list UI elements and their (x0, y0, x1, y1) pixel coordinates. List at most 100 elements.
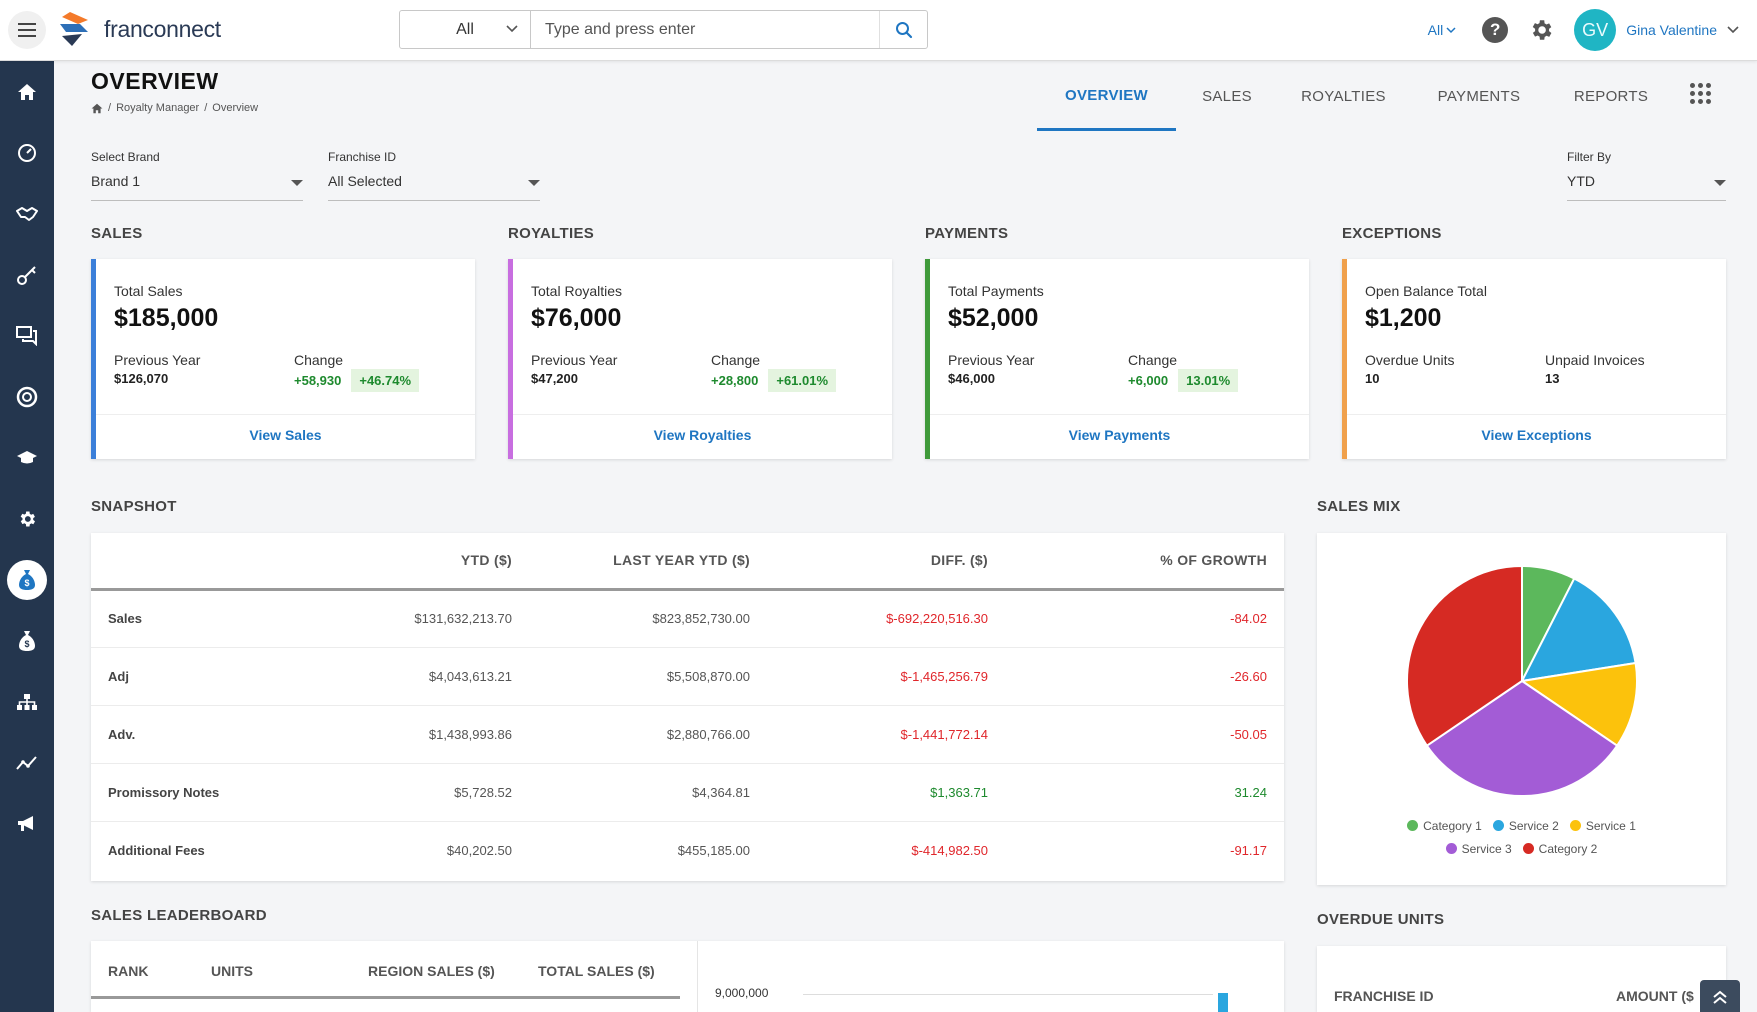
column-header[interactable]: RANK (108, 963, 149, 979)
svg-text:$: $ (24, 578, 29, 588)
column-header[interactable]: AMOUNT ($ (1616, 988, 1694, 1004)
section-title-royalties: ROYALTIES (508, 225, 595, 242)
last-year-cell: $5,508,870.00 (529, 647, 767, 706)
pie-slice-category-2[interactable] (1406, 564, 1523, 748)
kpi-card-royalties: Total Royalties $76,000 Previous Year $4… (508, 259, 892, 459)
kpi-label: Total Royalties (531, 283, 623, 299)
pie-slice-service-3[interactable] (1425, 679, 1619, 797)
sidebar-item-marketing[interactable] (0, 799, 54, 849)
column-header[interactable]: DIFF. ($) (767, 533, 1005, 591)
kpi-card-exceptions: Open Balance Total $1,200 Overdue Units … (1342, 259, 1726, 459)
column-header[interactable]: REGION SALES ($) (368, 963, 495, 979)
kpi-sub-label: Unpaid Invoices (1545, 352, 1645, 368)
column-header[interactable]: % OF GROWTH (1005, 533, 1284, 591)
period-select[interactable]: YTD (1567, 173, 1726, 201)
table-row: Adv. $1,438,993.86 $2,880,766.00 $-1,441… (91, 705, 1284, 764)
brand-select[interactable]: Brand 1 (91, 173, 303, 201)
brand-select-value: Brand 1 (91, 173, 141, 189)
period-select-value: YTD (1567, 173, 1595, 189)
legend-item[interactable]: Service 1 (1569, 819, 1636, 833)
sidebar-item-deals[interactable] (0, 189, 54, 239)
search-input[interactable] (531, 11, 879, 48)
kpi-sub-value: 13 (1545, 371, 1560, 386)
column-header (91, 533, 291, 591)
legend-dot-icon (1492, 820, 1504, 831)
tab-reports[interactable]: REPORTS (1573, 88, 1649, 105)
snapshot-panel: YTD ($) LAST YEAR YTD ($) DIFF. ($) % OF… (91, 533, 1284, 881)
tab-overview[interactable]: OVERVIEW (1037, 62, 1176, 131)
chevron-down-icon[interactable] (1727, 26, 1739, 34)
sidebar-item-messages[interactable] (0, 311, 54, 361)
scope-dropdown[interactable]: All (1428, 22, 1457, 38)
gridline (803, 994, 1213, 995)
column-header[interactable]: FRANCHISE ID (1334, 988, 1434, 1004)
sidebar-item-royalty[interactable]: $ (0, 555, 54, 605)
pie-slice-service-2[interactable] (1520, 577, 1637, 683)
tab-royalties[interactable]: ROYALTIES (1301, 88, 1386, 105)
legend-item[interactable]: Service 3 (1445, 842, 1512, 856)
logo[interactable]: franconnect (58, 10, 221, 48)
kpi-sub-label: Previous Year (531, 352, 618, 368)
kpi-sub-value: 10 (1365, 371, 1380, 386)
tab-payments[interactable]: PAYMENTS (1437, 88, 1521, 105)
legend-dot-icon (1522, 843, 1534, 854)
diff-cell: $-692,220,516.30 (767, 589, 1005, 648)
search-button[interactable] (879, 11, 927, 48)
growth-cell: -91.17 (1230, 842, 1267, 858)
leaderboard-bar[interactable] (1218, 993, 1228, 1012)
sidebar-item-dashboard[interactable] (0, 128, 54, 178)
search-scope-select[interactable]: All (400, 11, 531, 48)
sidebar-item-training[interactable] (0, 433, 54, 483)
column-header[interactable]: YTD ($) (291, 533, 529, 591)
home-icon[interactable] (91, 103, 103, 114)
money-bag-icon: $ (19, 570, 35, 590)
speedometer-icon (18, 144, 36, 162)
view-royalties-link[interactable]: View Royalties (653, 427, 752, 443)
sidebar-item-keys[interactable] (0, 250, 54, 300)
brand-filter: Select Brand Brand 1 (91, 150, 303, 201)
view-exceptions-link[interactable]: View Exceptions (1481, 427, 1592, 443)
sidebar-item-finance[interactable]: $ (0, 616, 54, 666)
leaderboard-title: SALES LEADERBOARD (91, 907, 267, 924)
period-filter: Filter By YTD (1567, 150, 1726, 201)
breadcrumb-item[interactable]: Royalty Manager (116, 102, 200, 114)
help-icon[interactable]: ? (1482, 17, 1509, 43)
sidebar-item-org[interactable] (0, 677, 54, 727)
view-payments-link[interactable]: View Payments (1068, 427, 1171, 443)
franchise-filter: Franchise ID All Selected (328, 150, 540, 201)
kpi-card-payments: Total Payments $52,000 Previous Year $46… (925, 259, 1309, 459)
sidebar-item-support[interactable] (0, 372, 54, 422)
apps-grid-icon[interactable] (1690, 83, 1711, 104)
sales-mix-pie-chart (1406, 564, 1638, 797)
period-filter-label: Filter By (1567, 150, 1612, 164)
column-header[interactable]: UNITS (211, 963, 253, 979)
row-label: Adv. (91, 705, 291, 764)
franchise-filter-label: Franchise ID (328, 150, 397, 164)
column-header[interactable]: LAST YEAR YTD ($) (529, 533, 767, 591)
view-sales-link[interactable]: View Sales (249, 427, 322, 443)
settings-gear-icon[interactable] (1528, 17, 1554, 43)
tab-sales[interactable]: SALES (1202, 88, 1252, 105)
franchise-select[interactable]: All Selected (328, 173, 540, 201)
gear-icon (20, 511, 35, 527)
legend-item[interactable]: Service 2 (1492, 819, 1559, 833)
ytd-cell: $131,632,213.70 (291, 589, 529, 648)
divider (513, 414, 892, 415)
sidebar-item-home[interactable] (0, 67, 54, 117)
table-row: Sales $131,632,213.70 $823,852,730.00 $-… (91, 589, 1284, 648)
avatar[interactable]: GV (1574, 9, 1617, 51)
legend-item[interactable]: Category 1 (1407, 819, 1482, 833)
sidebar-item-settings[interactable] (0, 494, 54, 544)
key-icon (17, 266, 36, 285)
user-name[interactable]: Gina Valentine (1626, 22, 1717, 38)
pie-slice-service-1[interactable] (1519, 661, 1638, 748)
kpi-change-pct: +46.74% (351, 369, 420, 392)
legend-item[interactable]: Category 2 (1522, 842, 1597, 856)
ytd-cell: $4,043,613.21 (291, 647, 529, 706)
overdue-title: OVERDUE UNITS (1317, 911, 1445, 928)
column-header[interactable]: TOTAL SALES ($) (538, 963, 655, 979)
kpi-change-label: Change (294, 352, 344, 368)
sidebar-item-analytics[interactable] (0, 738, 54, 788)
menu-button[interactable] (8, 11, 46, 49)
scroll-to-top-button[interactable] (1700, 980, 1740, 1012)
